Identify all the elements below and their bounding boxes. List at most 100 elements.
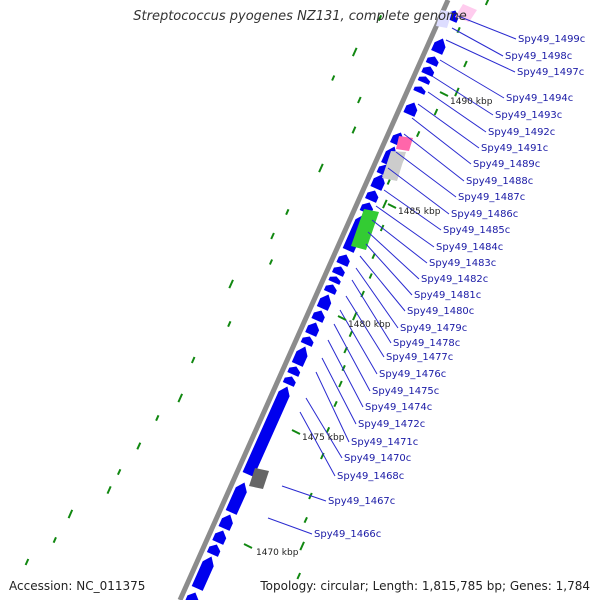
gene-label: Spy49_1486c: [451, 209, 518, 220]
gc-tick: [190, 356, 196, 364]
gc-tick: [333, 400, 338, 408]
cds-arrow: [282, 376, 296, 387]
pink-feature: [396, 136, 413, 151]
gc-tick: [67, 509, 74, 519]
kbp-label: 1485 kbp: [398, 207, 441, 217]
gc-tick: [348, 330, 353, 338]
gc-tick: [52, 536, 57, 544]
genome-stats-text: Topology: circular; Length: 1,815,785 bp…: [260, 579, 590, 593]
kbp-tick: [291, 429, 301, 435]
leader-line: [365, 243, 413, 296]
cds-arrow: [328, 276, 341, 285]
cds-arrow: [287, 366, 301, 377]
genome-backbone: [177, 0, 451, 600]
kbp-tick: [243, 543, 253, 549]
cds-arrow: [191, 556, 214, 591]
gc-tick: [318, 163, 324, 173]
kbp-label: 1475 kbp: [302, 433, 345, 443]
leader-line: [431, 75, 494, 116]
gene-label: Spy49_1467c: [328, 496, 395, 507]
cds-arrow: [425, 56, 439, 67]
leader-line: [371, 219, 428, 264]
cds-arrow: [403, 102, 418, 117]
kbp-tick: [337, 315, 347, 321]
gc-tick: [24, 558, 30, 566]
leader-line: [411, 117, 472, 165]
gc-tick: [433, 108, 439, 116]
gc-tick: [415, 130, 421, 138]
cds-arrow: [305, 322, 320, 337]
gc-tick: [463, 60, 468, 68]
gc-tick: [456, 26, 461, 34]
gc-tick: [351, 47, 358, 57]
gene-label: Spy49_1498c: [505, 51, 572, 62]
gene-label: Spy49_1491c: [481, 143, 548, 154]
map-title: Streptococcus pyogenes NZ131, complete g…: [133, 9, 467, 24]
gene-label: Spy49_1474c: [365, 402, 432, 413]
gc-tick: [299, 541, 305, 551]
kbp-label: 1480 kbp: [348, 320, 391, 330]
gene-label: Spy49_1478c: [393, 338, 460, 349]
cds-arrow: [225, 482, 247, 515]
leader-line: [333, 323, 371, 392]
gc-skew-track: [24, 0, 490, 580]
gc-tick: [331, 75, 336, 81]
leader-line: [457, 15, 517, 40]
kbp-tick: [439, 91, 449, 97]
leader-line: [355, 267, 399, 329]
accession-text: Accession: NC_011375: [9, 579, 146, 593]
gc-tick: [177, 393, 184, 403]
special-features: [249, 4, 477, 489]
gene-label: Spy49_1475c: [372, 386, 439, 397]
gc-tick: [155, 414, 160, 422]
cds-arrow: [316, 294, 332, 311]
gc-tick: [136, 442, 142, 450]
kbp-markers: 1490 kbp 1485 kbp 1480 kbp 1475 kbp 1470 kbp: [243, 91, 493, 558]
gene-label: Spy49_1487c: [458, 192, 525, 203]
gene-label: Spy49_1476c: [379, 369, 446, 380]
leader-line: [427, 91, 487, 133]
cds-arrow: [417, 76, 431, 85]
kbp-tick: [387, 203, 397, 209]
cds-arrow: [291, 346, 308, 367]
cds-arrow: [218, 514, 233, 531]
leader-line: [451, 27, 504, 57]
gene-label: Spy49_1494c: [506, 93, 573, 104]
leader-line: [281, 485, 327, 502]
leader-lines: [267, 15, 517, 535]
cds-arrow: [370, 174, 385, 191]
gene-label: Spy49_1481c: [414, 290, 481, 301]
gene-label: Spy49_1493c: [495, 110, 562, 121]
gray-feature: [382, 151, 406, 181]
gc-tick: [325, 426, 331, 434]
gene-label: Spy49_1483c: [429, 258, 496, 269]
gc-tick: [227, 320, 232, 328]
gc-tick: [386, 179, 391, 185]
gc-tick: [357, 96, 362, 104]
gc-tick: [352, 311, 358, 321]
cds-track: [185, 10, 459, 600]
gene-label: Spy49_1489c: [473, 159, 540, 170]
gc-tick: [270, 232, 275, 240]
leader-line: [305, 397, 343, 459]
cds-arrow: [185, 592, 199, 600]
gene-label: Spy49_1471c: [351, 437, 418, 448]
cds-arrow: [300, 336, 314, 347]
leader-line: [445, 39, 516, 73]
gene-label: Spy49_1479c: [400, 323, 467, 334]
leader-line: [395, 151, 457, 198]
cds-arrow: [365, 190, 379, 203]
gene-labels: Spy49_1499c Spy49_1498c Spy49_1497c Spy49_1…: [314, 34, 585, 540]
gc-tick: [484, 0, 490, 6]
gc-tick: [338, 380, 343, 388]
gc-tick: [116, 468, 122, 476]
gene-label: Spy49_1488c: [466, 176, 533, 187]
cds-arrow: [413, 86, 426, 95]
gene-label: Spy49_1477c: [386, 352, 453, 363]
gc-tick: [368, 273, 373, 279]
gene-label: Spy49_1482c: [421, 274, 488, 285]
leader-line: [315, 371, 350, 443]
kbp-label: 1490 kbp: [450, 97, 493, 107]
gene-label: Spy49_1497c: [517, 67, 584, 78]
